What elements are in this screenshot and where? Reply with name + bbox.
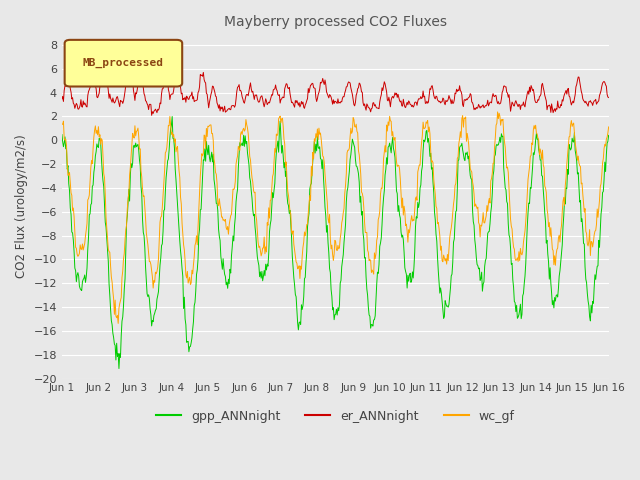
Text: MB_processed: MB_processed <box>83 58 164 68</box>
Title: Mayberry processed CO2 Fluxes: Mayberry processed CO2 Fluxes <box>224 15 447 29</box>
FancyBboxPatch shape <box>65 40 182 86</box>
Y-axis label: CO2 Flux (urology/m2/s): CO2 Flux (urology/m2/s) <box>15 134 28 277</box>
Legend: gpp_ANNnight, er_ANNnight, wc_gf: gpp_ANNnight, er_ANNnight, wc_gf <box>151 405 520 428</box>
